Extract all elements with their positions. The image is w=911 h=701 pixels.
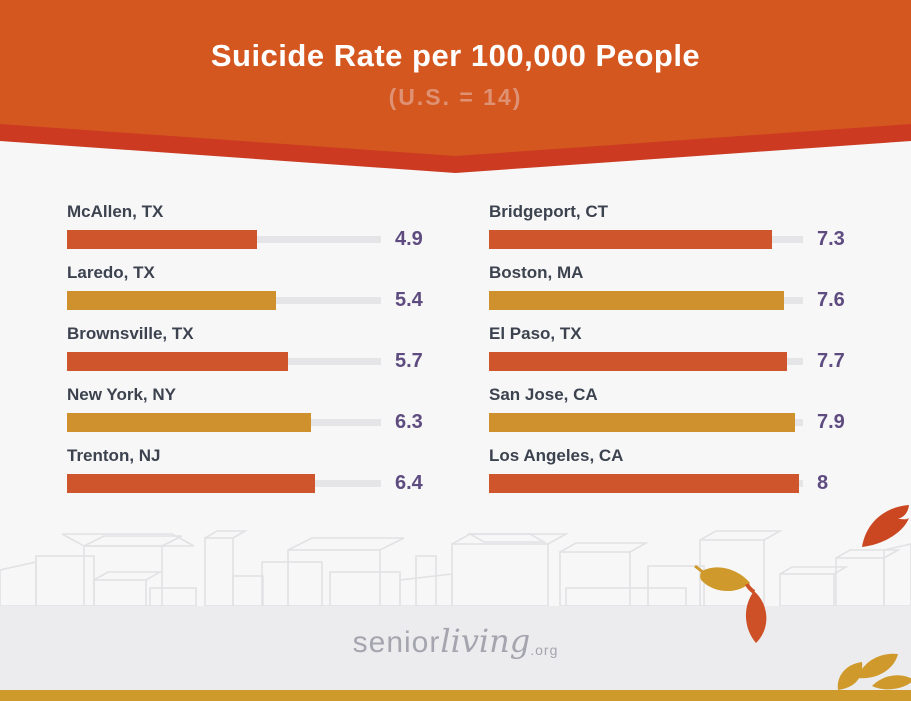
- bar-value-label: 4.9: [395, 228, 423, 250]
- bar-fill: [67, 291, 277, 310]
- bar-value-label: 5.4: [395, 289, 423, 311]
- bar-category-label: Boston, MA: [489, 263, 584, 282]
- logo-text-senior: senior: [352, 626, 441, 659]
- bar-category-label: Trenton, NJ: [67, 446, 161, 465]
- bar-category-label: Bridgeport, CT: [489, 202, 608, 221]
- bar-category-label: McAllen, TX: [67, 202, 164, 221]
- leaf-icon: [694, 563, 752, 597]
- bar-fill: [67, 413, 312, 432]
- header-background-shape: [0, 0, 911, 156]
- bar-fill: [67, 352, 288, 371]
- chart-column-left: McAllen, TX 4.9 Laredo, TX 5.4 Brownsville, …: [67, 200, 447, 505]
- bar-row: Bridgeport, CT 7.3: [489, 200, 869, 249]
- bar-row: New York, NY 6.3: [67, 383, 447, 432]
- bar-fill: [489, 413, 796, 432]
- bar-category-label: El Paso, TX: [489, 324, 582, 343]
- bar-fill: [489, 474, 800, 493]
- bar-row: Trenton, NJ 6.4: [67, 444, 447, 493]
- bar-fill: [489, 230, 772, 249]
- bar-value-label: 6.3: [395, 411, 423, 433]
- bar-fill: [67, 230, 257, 249]
- bar-value-label: 7.7: [817, 350, 845, 372]
- city-skyline-illustration: [0, 530, 911, 606]
- bar-row: Boston, MA 7.6: [489, 261, 869, 310]
- leaf-icon: [740, 583, 776, 645]
- bar-row: Los Angeles, CA 8: [489, 444, 869, 493]
- bar-value-label: 8: [817, 472, 829, 494]
- seniorliving-logo: seniorliving.org: [0, 622, 911, 660]
- leaf-icon: [860, 503, 911, 549]
- bar-fill: [489, 352, 788, 371]
- bar-row: McAllen, TX 4.9: [67, 200, 447, 249]
- bar-value-label: 7.6: [817, 289, 845, 311]
- logo-text-org: .org: [530, 642, 559, 658]
- chart-column-right: Bridgeport, CT 7.3 Boston, MA 7.6 El Paso, T…: [489, 200, 869, 505]
- bar-row: Brownsville, TX 5.7: [67, 322, 447, 371]
- bar-category-label: Brownsville, TX: [67, 324, 194, 343]
- leaf-cluster-icon: [836, 650, 911, 692]
- bar-row: El Paso, TX 7.7: [489, 322, 869, 371]
- bar-value-label: 6.4: [395, 472, 423, 494]
- bar-fill: [489, 291, 784, 310]
- bar-fill: [67, 474, 316, 493]
- page-title: Suicide Rate per 100,000 People: [210, 38, 701, 73]
- bar-value-label: 7.3: [817, 228, 845, 250]
- bottom-gold-bar: [0, 690, 911, 701]
- bar-value-label: 7.9: [817, 411, 845, 433]
- bar-category-label: Laredo, TX: [67, 263, 155, 282]
- bar-category-label: Los Angeles, CA: [489, 446, 624, 465]
- logo-text-living: living: [440, 622, 531, 660]
- bar-category-label: San Jose, CA: [489, 385, 598, 404]
- bar-row: San Jose, CA 7.9: [489, 383, 869, 432]
- bar-row: Laredo, TX 5.4: [67, 261, 447, 310]
- page-subtitle: (U.S. = 14): [388, 84, 523, 110]
- bar-value-label: 5.7: [395, 350, 423, 372]
- header-banner: [0, 0, 911, 173]
- bar-category-label: New York, NY: [67, 385, 176, 404]
